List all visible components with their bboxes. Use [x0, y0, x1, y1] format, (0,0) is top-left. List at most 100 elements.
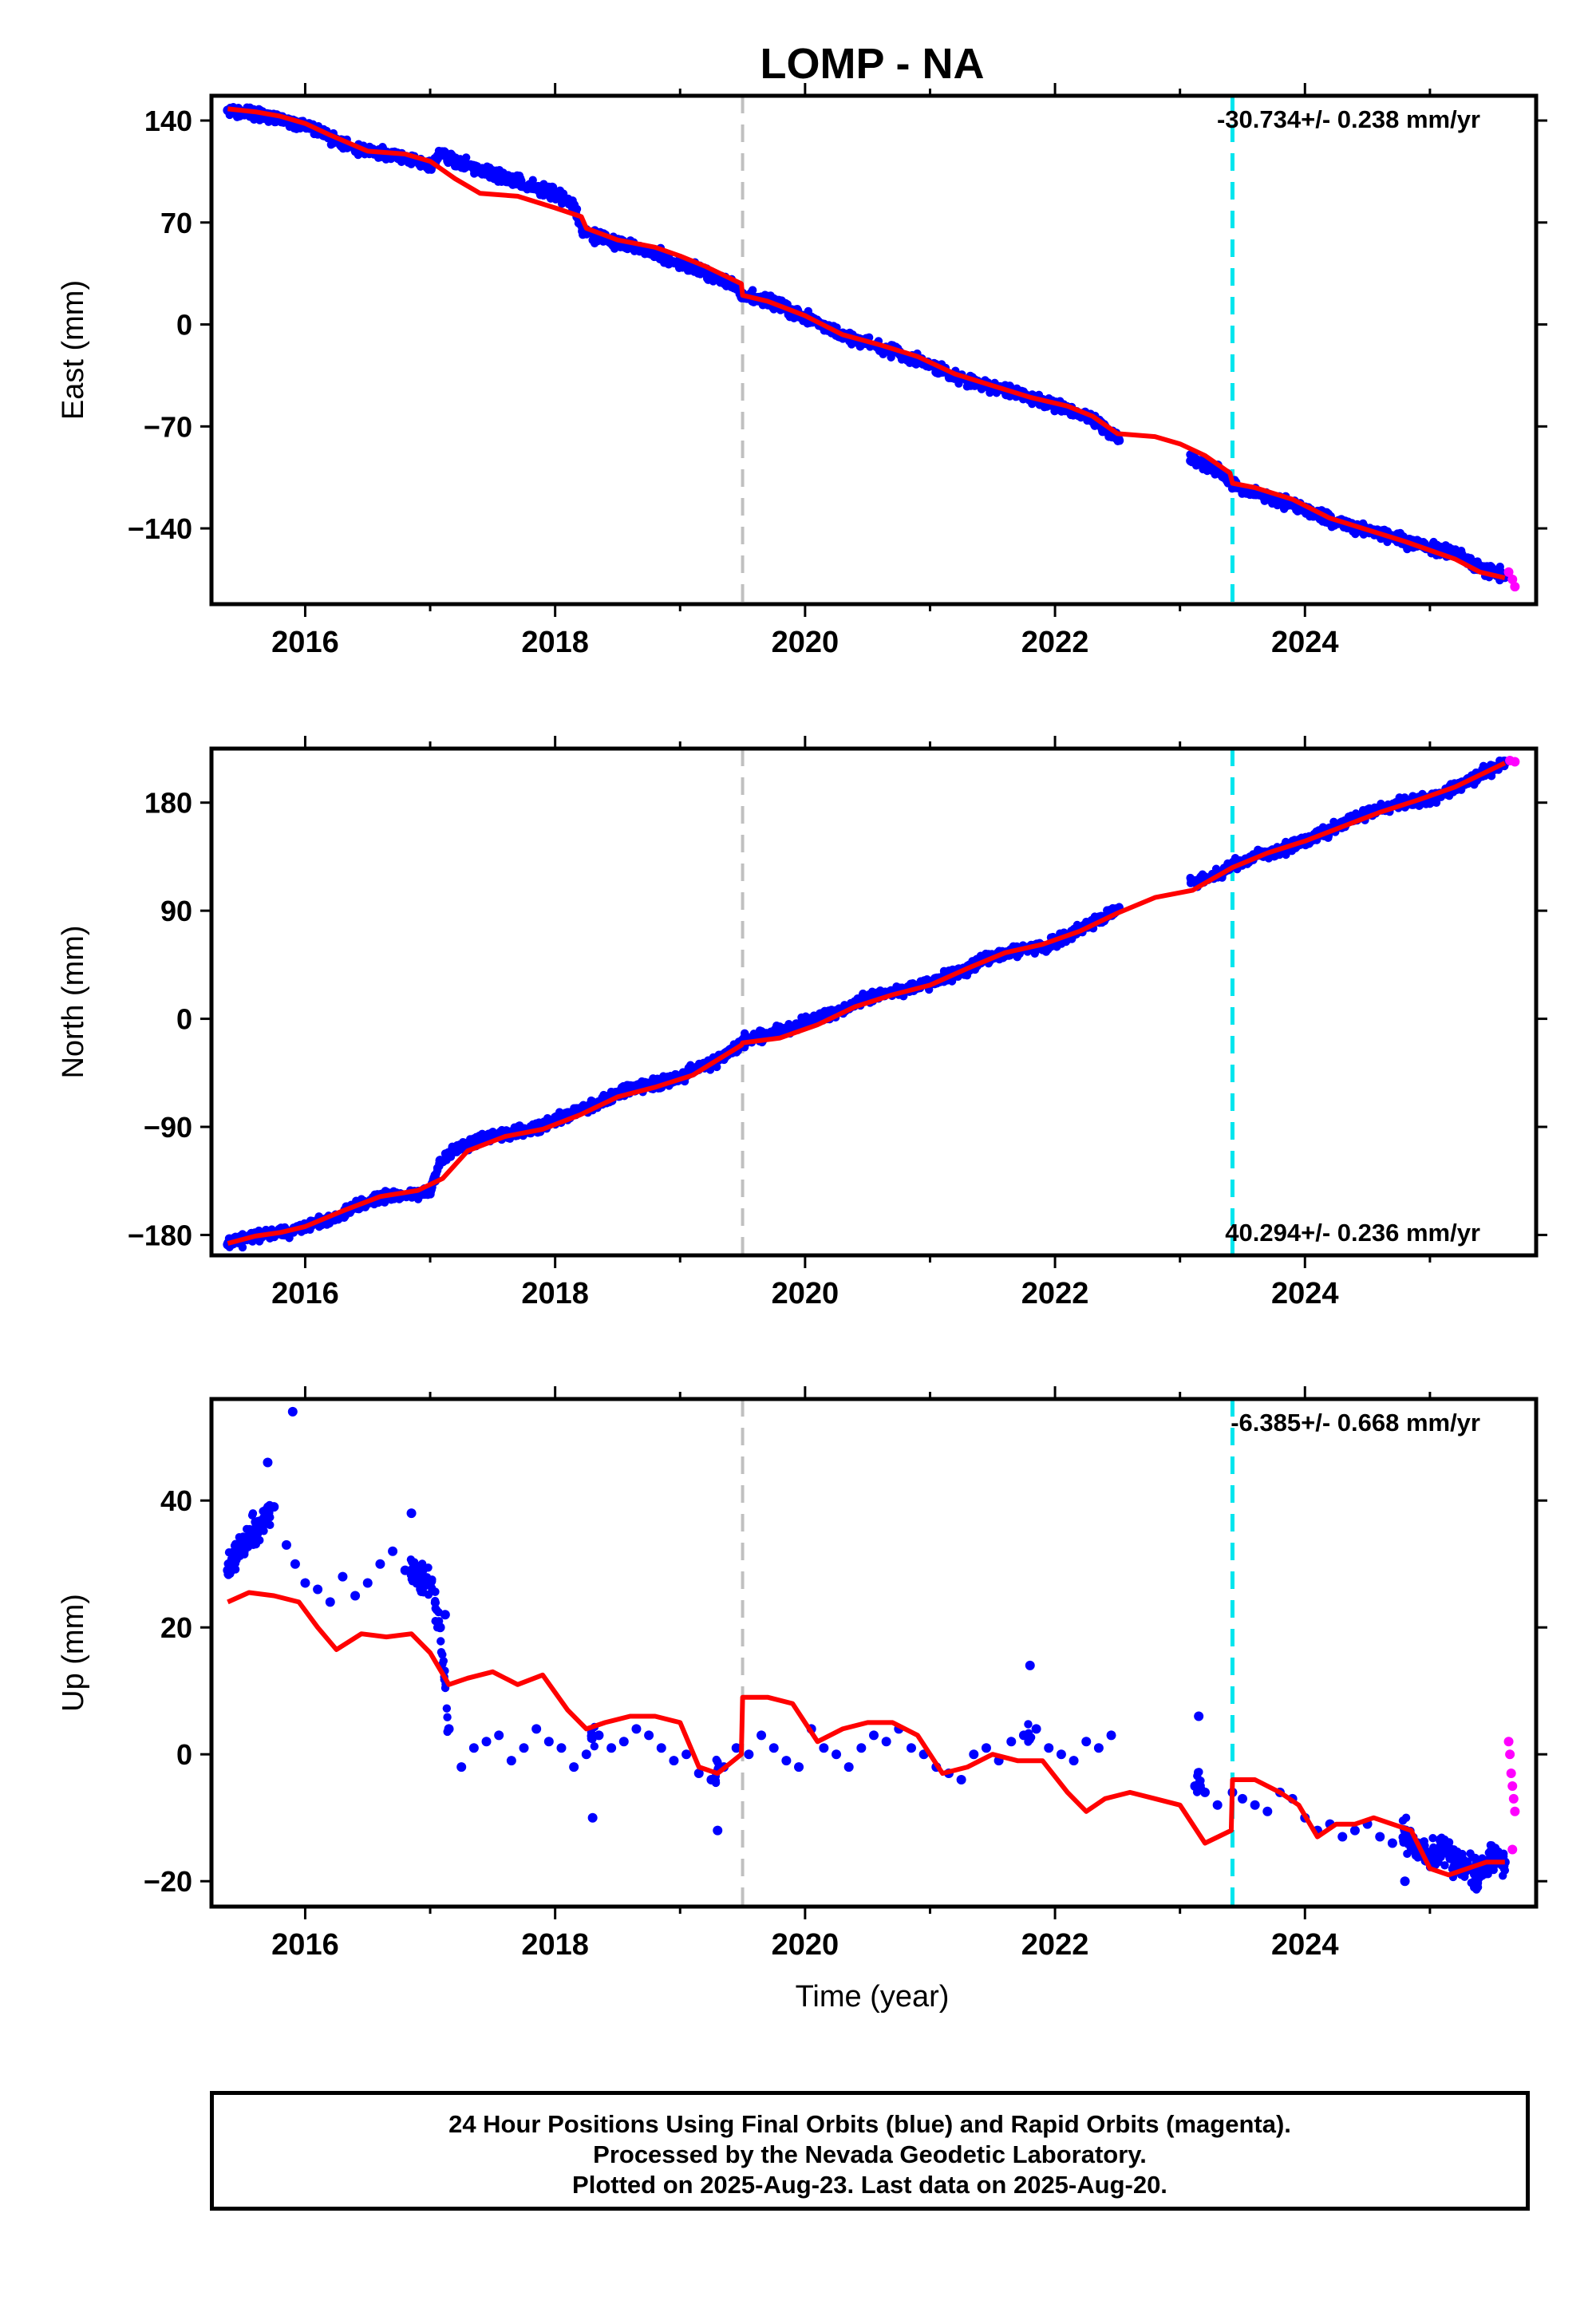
- plot-frame: [209, 1397, 1539, 1909]
- x-tick-label: 2024: [1271, 1277, 1339, 1310]
- rapid-point: [1503, 567, 1514, 577]
- final-point: [1237, 1793, 1247, 1804]
- final-point: [569, 200, 579, 210]
- rate-label: -30.734+/- 0.238 mm/yr: [1217, 105, 1480, 133]
- final-point: [543, 1737, 554, 1747]
- final-point: [1025, 1660, 1035, 1670]
- final-point: [1200, 1787, 1210, 1797]
- y-tick-label: 40: [160, 1484, 192, 1517]
- final-point: [587, 1812, 598, 1823]
- final-point: [1018, 1730, 1029, 1741]
- final-point: [1190, 1780, 1200, 1791]
- y-tick-label: 180: [144, 787, 192, 820]
- footer-caption: 24 Hour Positions Using Final Orbits (bl…: [210, 2091, 1530, 2211]
- chart-title: LOMP - NA: [760, 40, 985, 88]
- model-curve: [227, 761, 1507, 1246]
- rapid-point: [1507, 1780, 1518, 1791]
- y-tick-label: −90: [144, 1111, 192, 1144]
- final-point: [506, 1756, 516, 1766]
- final-point: [400, 1565, 410, 1575]
- x-tick-label: 2024: [1271, 626, 1339, 659]
- final-point: [819, 1743, 829, 1753]
- final-point: [444, 1724, 454, 1734]
- final-point: [794, 1762, 804, 1773]
- final-point: [494, 1730, 504, 1741]
- x-tick-label: 2016: [271, 626, 339, 659]
- final-point: [243, 1533, 254, 1543]
- final-point: [550, 188, 560, 199]
- final-point: [1106, 1730, 1116, 1741]
- final-point: [832, 1749, 842, 1760]
- final-point: [1081, 1737, 1092, 1747]
- final-point: [256, 1521, 267, 1531]
- plot-area: [223, 1399, 1520, 1907]
- final-point: [338, 1571, 348, 1582]
- final-point: [1006, 1737, 1017, 1747]
- up-panel: 40 20 0 −20 2016 2018 2020 2022 2024 Up (mm) -6.38…: [57, 1386, 1547, 1962]
- y-tick-label: −20: [144, 1865, 192, 1898]
- final-point: [1337, 1832, 1348, 1842]
- final-point: [475, 165, 485, 176]
- x-tick-label: 2016: [271, 1277, 339, 1310]
- final-point: [362, 1578, 373, 1588]
- final-point: [468, 1743, 479, 1753]
- final-point: [856, 1743, 867, 1753]
- final-point: [1250, 488, 1260, 499]
- y-tick-label: 70: [160, 207, 192, 239]
- final-point: [1437, 1838, 1448, 1848]
- model-curve: [227, 106, 1506, 581]
- final-point: [375, 1559, 385, 1569]
- final-point: [519, 1743, 529, 1753]
- rapid-point: [1510, 1806, 1520, 1816]
- final-point: [1056, 1749, 1066, 1760]
- y-axis-label: North (mm): [57, 925, 90, 1078]
- final-point: [281, 1539, 291, 1550]
- east-panel: 140 70 0 −70 −140 2016 2018 2020 2022 2024 East (m…: [57, 83, 1547, 659]
- rapid-point: [1506, 1769, 1516, 1779]
- final-point: [606, 1743, 617, 1753]
- final-point: [413, 1571, 423, 1582]
- final-point: [556, 1743, 567, 1753]
- final-point: [581, 1749, 591, 1760]
- final-point: [450, 1144, 460, 1155]
- final-point: [569, 1762, 579, 1773]
- final-point: [500, 172, 511, 183]
- y-tick-label: 90: [160, 895, 192, 927]
- y-tick-label: 0: [176, 1738, 192, 1771]
- plot-frame: [209, 93, 1539, 607]
- final-point: [290, 1559, 300, 1569]
- final-point: [1250, 1800, 1260, 1810]
- rapid-point: [1508, 1793, 1519, 1804]
- final-point: [1487, 1851, 1498, 1861]
- rapid-point: [1510, 757, 1520, 767]
- final-point: [881, 1737, 891, 1747]
- footer-line-3: Plotted on 2025-Aug-23. Last data on 202…: [572, 2171, 1167, 2199]
- final-point: [644, 1730, 654, 1741]
- plot-area: [223, 749, 1520, 1255]
- final-point: [713, 1825, 723, 1836]
- rapid-point: [1507, 1844, 1518, 1855]
- rapid-point: [1507, 574, 1518, 584]
- x-tick-label: 2024: [1271, 1928, 1339, 1962]
- rapid-point: [1503, 1737, 1514, 1747]
- model-curve: [227, 1590, 1505, 1878]
- final-point: [1400, 1876, 1410, 1887]
- final-point: [1187, 877, 1198, 887]
- y-axis-label: Up (mm): [57, 1594, 90, 1712]
- final-point: [456, 1762, 467, 1773]
- final-point: [1044, 1743, 1054, 1753]
- y-tick-label: 20: [160, 1611, 192, 1644]
- final-point: [531, 1724, 542, 1734]
- final-point: [1069, 1756, 1079, 1766]
- x-tick-label: 2018: [521, 626, 589, 659]
- x-tick-label: 2020: [772, 1928, 839, 1962]
- footer-line-1: 24 Hour Positions Using Final Orbits (bl…: [448, 2110, 1291, 2138]
- final-point: [388, 1546, 398, 1556]
- final-point: [1349, 1825, 1360, 1836]
- final-point: [594, 1730, 604, 1741]
- final-point: [223, 1565, 233, 1575]
- final-point: [435, 1622, 445, 1633]
- y-tick-label: 140: [144, 105, 192, 137]
- final-point: [300, 1578, 310, 1588]
- final-point: [1375, 1832, 1385, 1842]
